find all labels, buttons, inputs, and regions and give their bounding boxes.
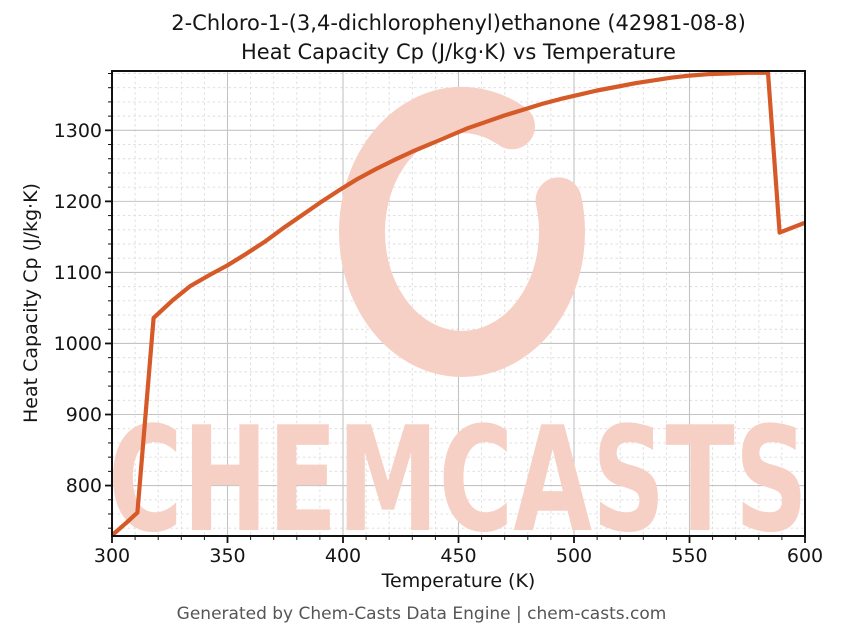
- y-tick-label: 1300: [54, 120, 102, 142]
- y-tick-label: 800: [66, 475, 102, 497]
- x-tick-label: 400: [325, 545, 361, 567]
- x-tick-label: 500: [556, 545, 592, 567]
- chart-title-line2: Heat Capacity Cp (J/kg·K) vs Temperature: [241, 40, 676, 64]
- y-tick-label: 1000: [54, 333, 102, 355]
- x-tick-label: 300: [94, 545, 130, 567]
- cp-curve: [112, 71, 805, 536]
- chemcasts-logo-watermark: [339, 86, 585, 377]
- x-tick-label: 600: [787, 545, 823, 567]
- x-tick-label: 450: [440, 545, 476, 567]
- x-tick-label: 550: [671, 545, 707, 567]
- y-tick-label: 1200: [54, 191, 102, 213]
- x-axis-label: Temperature (K): [381, 570, 536, 592]
- footer-credit: Generated by Chem-Casts Data Engine | ch…: [176, 604, 667, 624]
- x-tick-label: 350: [209, 545, 245, 567]
- watermark-text: CHEMCASTS: [108, 396, 808, 565]
- y-tick-label: 1100: [54, 262, 102, 284]
- y-tick-label: 900: [66, 404, 102, 426]
- chart-title-line1: 2-Chloro-1-(3,4-dichlorophenyl)ethanone …: [171, 11, 746, 35]
- chart-title: 2-Chloro-1-(3,4-dichlorophenyl)ethanone …: [112, 9, 805, 67]
